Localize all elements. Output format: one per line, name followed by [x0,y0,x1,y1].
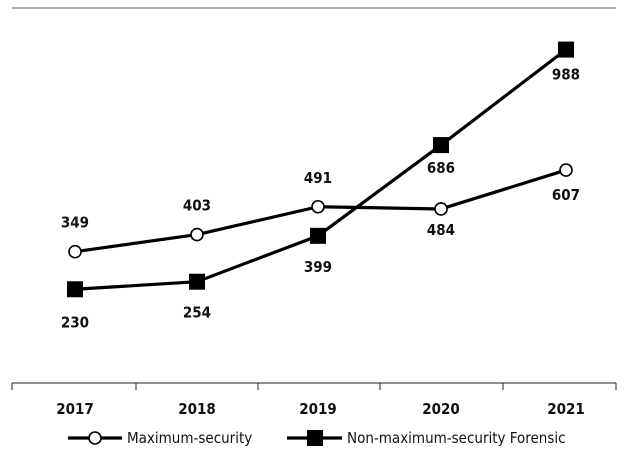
data-label: 484 [427,221,455,239]
legend-item-non-maximum-security-forensic: Non-maximum-security Forensic [287,429,566,447]
x-tick-label: 2019 [299,400,337,418]
legend-marker-square [307,430,323,446]
data-label: 988 [552,66,580,84]
data-label: 230 [61,313,89,331]
data-point [67,281,83,298]
data-point [190,227,204,242]
data-label: 399 [304,258,332,276]
legend-item-maximum-security: Maximum-security [68,429,252,447]
data-label: 254 [183,304,211,322]
x-tick-label: 2018 [178,400,216,418]
data-label: 403 [183,197,211,215]
data-point [68,244,82,259]
data-point [559,163,573,177]
legend-marker-circle [88,431,102,445]
data-point [558,41,574,58]
legend-label: Non-maximum-security Forensic [347,429,566,447]
x-tick-label: 2021 [547,400,585,418]
data-point [433,137,449,154]
data-point [434,202,448,216]
x-axis: 2017 2018 2019 2020 2021 [11,382,617,418]
data-label: 607 [552,186,580,204]
data-point [310,227,326,244]
legend-label: Maximum-security [127,429,252,447]
data-point [311,199,325,214]
series-layer: 349 403 491 484 607 230 254 399 686 988 [61,41,580,331]
series-non-maximum-security-forensic: 230 254 399 686 988 [61,41,580,331]
series-maximum-security: 349 403 491 484 607 [61,163,580,259]
x-tick-label: 2017 [56,400,94,418]
data-label: 491 [304,169,332,187]
x-tick-label: 2020 [422,400,460,418]
data-point [189,273,205,290]
legend: Maximum-security Non-maximum-security For… [68,429,566,447]
data-label: 686 [427,159,455,177]
data-label: 349 [61,214,89,232]
